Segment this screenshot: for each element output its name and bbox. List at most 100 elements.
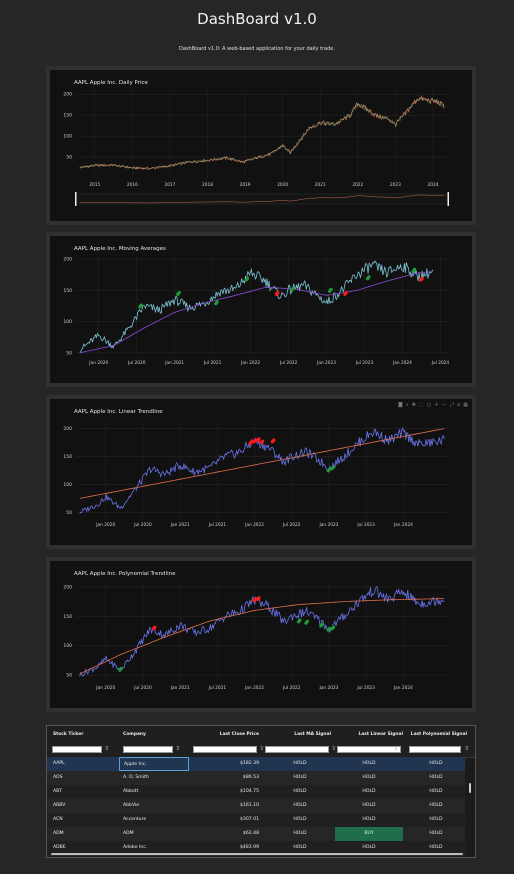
cell-ma-signal[interactable]: HOLD [293,789,307,794]
cell-poly-signal[interactable]: HOLD [429,845,443,850]
x-tick-label: 2018 [202,182,213,188]
column-header-ticker[interactable]: Stock Ticker [53,732,84,737]
column-header-close[interactable]: Last Close Price [219,732,259,737]
cell-close[interactable]: $182.39 [240,761,259,766]
x-tick-label: Jul 2022 [282,685,301,691]
buy-signal-marker [246,276,250,280]
y-tick-label: 100 [63,643,72,649]
cell-close[interactable]: $307.01 [240,817,259,822]
x-tick-label: Jan 2022 [240,360,260,366]
cell-close[interactable]: $483.99 [240,845,259,850]
cell-company[interactable]: Adobe Inc. [123,845,148,850]
buy-signal-marker [367,275,371,279]
cell-linear-signal[interactable]: BUY [335,827,403,841]
x-tick-label: 2016 [127,182,138,188]
table-row[interactable]: ABT Abbott $104.75 HOLD HOLD HOLD [47,785,465,800]
box-select-icon[interactable]: ⬚ [418,402,424,408]
chart-plot-area[interactable]: 50 100 150 200 Jan 2020 Jul 2020 Jan 2021 Jul 2… [50,399,472,545]
filter-icon[interactable]: ⊽ [332,746,336,752]
cell-linear-signal[interactable]: HOLD [362,775,376,780]
column-header-ma-signal[interactable]: Last MA Signal [294,732,331,737]
zoom-icon[interactable]: ⌕ [405,402,409,408]
y-tick-label: 150 [63,113,72,119]
filter-icon[interactable]: ⊽ [260,746,264,752]
chart-plot-area[interactable]: 50 100 150 200 Jan 2020 Jul 2020 Jan 2021 Jul 2… [50,236,472,383]
cell-poly-signal[interactable]: HOLD [429,831,443,836]
cell-ma-signal[interactable]: HOLD [293,803,307,808]
chart-title: AAPL Apple Inc. Linear Trendline [74,409,163,415]
filter-icon[interactable]: ⊽ [394,746,398,752]
cell-poly-signal[interactable]: HOLD [429,789,443,794]
cell-ticker[interactable]: ABT [53,789,63,794]
horizontal-scrollbar[interactable] [51,853,463,855]
vertical-scrollbar[interactable] [468,757,473,853]
table-row[interactable]: ACN Accenture $307.01 HOLD HOLD HOLD [47,813,465,828]
cell-linear-signal[interactable]: HOLD [362,817,376,822]
buy-signal-marker [215,300,219,304]
lasso-icon[interactable]: ○ [426,402,432,408]
column-header-poly-signal[interactable]: Last Polynomial Signal [410,732,467,737]
table-row[interactable]: AOS A. O. Smith $86.53 HOLD HOLD HOLD [47,771,465,786]
cell-company[interactable]: Apple Inc. [119,757,189,771]
cell-company[interactable]: Abbott [123,789,139,794]
table-row[interactable]: ADBE Adobe Inc. $483.99 HOLD HOLD HOLD [47,841,465,856]
cell-close[interactable]: $161.10 [240,803,259,808]
chart-plot-area[interactable]: 50 100 150 200 Jan 2020 Jul 2020 Jan 2021 Jul 2… [50,561,472,708]
price-line [79,586,445,677]
filter-input-ticker[interactable] [52,746,102,753]
cell-company[interactable]: AbbVie [123,803,140,808]
table-row[interactable]: ABBV AbbVie $161.10 HOLD HOLD HOLD [47,799,465,814]
filter-icon[interactable]: ⊽ [176,746,180,752]
cell-company[interactable]: A. O. Smith [123,775,149,780]
cell-ma-signal[interactable]: HOLD [293,761,307,766]
filter-input-company[interactable] [123,746,173,753]
filter-row: ⊽ ⊽ ⊽ ⊽ ⊽ ⊽ [47,743,475,758]
filter-input-poly-signal[interactable] [409,746,461,753]
zoom-out-icon[interactable]: － [442,402,448,408]
buy-signal-marker [320,622,324,626]
sell-signal-marker [344,291,348,295]
cell-close[interactable]: $86.53 [242,775,259,780]
plotly-logo-icon[interactable]: ▦ [463,402,468,408]
filter-input-ma-signal[interactable] [265,746,329,753]
chart-plot-area[interactable]: 50 100 150 200 2015 2016 2017 2018 2019 2020 2021 2… [50,70,472,221]
cell-poly-signal[interactable]: HOLD [429,803,443,808]
filter-input-close[interactable] [193,746,257,753]
cell-ma-signal[interactable]: HOLD [293,831,307,836]
filter-icon[interactable]: ⊽ [465,746,469,752]
reset-icon[interactable]: ⌂ [457,402,461,408]
cell-ticker[interactable]: AOS [53,775,63,780]
cell-ma-signal[interactable]: HOLD [293,845,307,850]
cell-linear-signal[interactable]: HOLD [362,803,376,808]
cell-linear-signal[interactable]: HOLD [362,761,376,766]
cell-poly-signal[interactable]: HOLD [429,761,443,766]
cell-ticker[interactable]: ADBE [53,845,66,850]
cell-ticker[interactable]: AAPL [53,761,65,766]
cell-linear-signal[interactable]: HOLD [362,845,376,850]
cell-close[interactable]: $104.75 [240,789,259,794]
cell-close[interactable]: $62.48 [242,831,259,836]
table-row[interactable]: AAPL Apple Inc. $182.39 HOLD HOLD HOLD [47,757,465,772]
cell-poly-signal[interactable]: HOLD [429,775,443,780]
table-row[interactable]: ADM ADM $62.48 HOLD BUY HOLD [47,827,465,842]
cell-ticker[interactable]: ABBV [53,803,66,808]
column-header-linear-signal[interactable]: Last Linear Signal [358,732,403,737]
cell-ma-signal[interactable]: HOLD [293,775,307,780]
cell-linear-signal[interactable]: HOLD [362,789,376,794]
sell-signal-marker [257,596,261,600]
pan-icon[interactable]: ✥ [411,402,416,408]
filter-icon[interactable]: ⊽ [105,746,109,752]
cell-ticker[interactable]: ADM [53,831,64,836]
cell-company[interactable]: ADM [123,831,134,836]
sell-signal-marker [261,439,265,443]
filter-input-linear-signal[interactable] [337,746,401,753]
cell-company[interactable]: Accenture [123,817,147,822]
chart-title: AAPL Apple Inc. Moving Averages [74,246,166,252]
autoscale-icon[interactable]: ⤢ [450,402,455,408]
zoom-in-icon[interactable]: ＋ [434,402,440,408]
cell-ma-signal[interactable]: HOLD [293,817,307,822]
camera-icon[interactable]: ◙ [398,402,403,408]
cell-poly-signal[interactable]: HOLD [429,817,443,822]
cell-ticker[interactable]: ACN [53,817,63,822]
column-header-company[interactable]: Company [123,732,146,737]
